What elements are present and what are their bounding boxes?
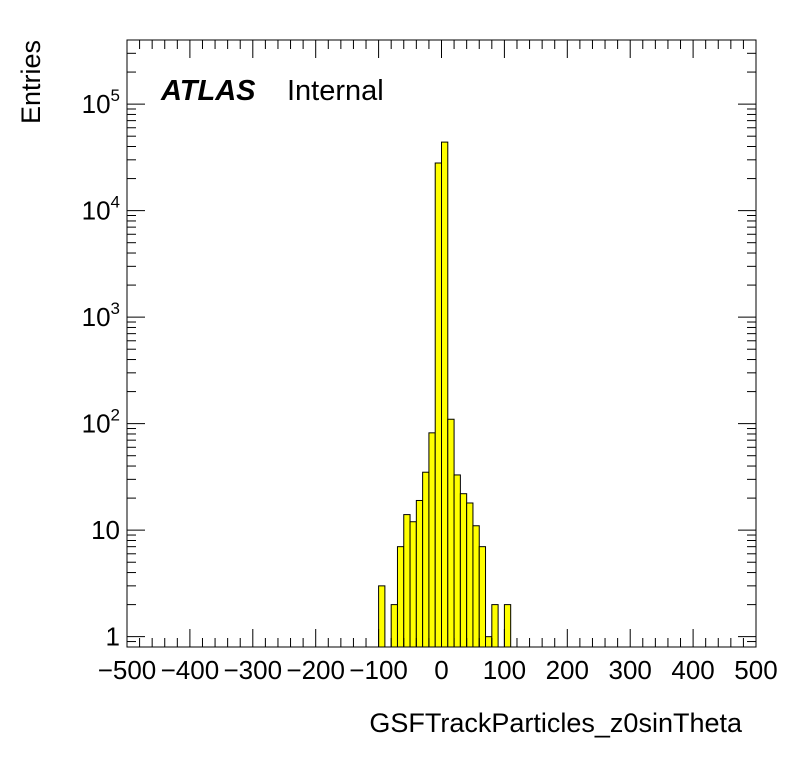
histogram-bar	[485, 636, 493, 648]
histogram-bar	[422, 471, 430, 648]
y-tick-labels: 1 10 102 103 104 105	[82, 86, 120, 652]
x-tick-label: 0	[434, 655, 448, 685]
histogram-bar	[441, 141, 449, 648]
plot-frame	[126, 39, 757, 648]
x-tick-label: 400	[671, 655, 714, 685]
y-tick-label: 105	[82, 86, 120, 119]
histogram-bar	[415, 499, 424, 648]
x-tick-label: −100	[349, 655, 408, 685]
x-tick-label: 500	[734, 655, 777, 685]
x-tick-label: 300	[609, 655, 652, 685]
histogram-bar	[453, 474, 461, 648]
atlas-label: ATLAS	[160, 75, 256, 107]
y-tick-label: 104	[82, 193, 120, 226]
histogram-bar	[472, 525, 480, 648]
histogram-bar	[478, 546, 487, 648]
x-tick-label: 200	[546, 655, 589, 685]
histogram-bar	[447, 418, 455, 648]
y-tick-label: 102	[82, 406, 120, 439]
histogram-bar	[378, 585, 386, 648]
x-tick-label: −200	[286, 655, 345, 685]
y-tick-label: 1	[106, 622, 120, 652]
histogram-bar	[396, 546, 405, 648]
internal-label: Internal	[287, 75, 384, 107]
x-tick-label: −300	[224, 655, 283, 685]
histogram-bar	[466, 502, 474, 648]
histogram-bar	[491, 604, 499, 648]
histogram-bar	[403, 514, 411, 648]
x-axis-title: GSFTrackParticles_z0sinTheta	[369, 708, 743, 738]
x-tick-labels: −500 −400 −300 −200 −100 0 100 200 300 400 500	[98, 655, 778, 685]
histogram-bar	[434, 162, 442, 648]
histogram-bar	[409, 521, 417, 648]
histogram-bar	[459, 493, 468, 648]
x-tick-label: −400	[161, 655, 220, 685]
histogram-bar	[428, 432, 436, 648]
y-tick-label: 103	[82, 299, 120, 332]
x-tick-label: 100	[483, 655, 526, 685]
y-tick-label: 10	[91, 515, 120, 545]
histogram-bar	[503, 604, 512, 648]
y-axis-title: Entries	[16, 40, 46, 124]
x-tick-label: −500	[98, 655, 157, 685]
histogram-bar	[390, 604, 398, 648]
